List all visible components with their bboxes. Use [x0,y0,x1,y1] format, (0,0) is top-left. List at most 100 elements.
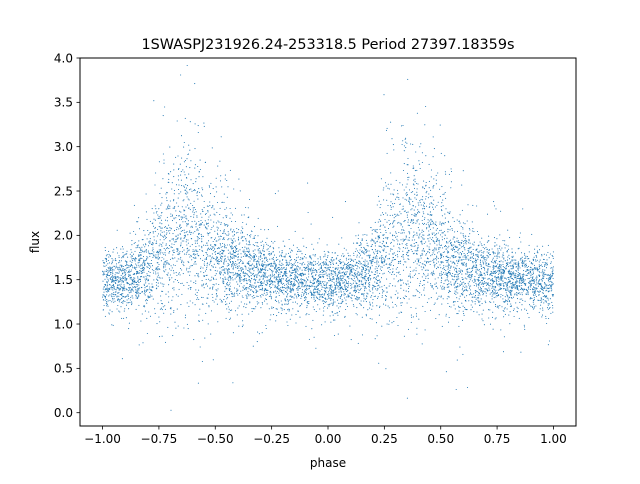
scatter-point [160,235,162,237]
scatter-point [442,256,445,258]
scatter-point [281,268,283,270]
scatter-point [538,274,540,276]
scatter-point [267,248,269,250]
scatter-point [127,267,129,269]
scatter-point [536,256,538,258]
scatter-point [123,284,125,286]
scatter-point [484,248,486,250]
scatter-point [394,220,396,222]
scatter-point [448,256,450,258]
scatter-point [412,235,415,237]
scatter-point [261,293,263,295]
scatter-point [442,222,444,224]
scatter-point [364,286,366,288]
scatter-point [252,286,254,288]
scatter-point [334,319,336,321]
scatter-point [161,202,163,204]
scatter-point [486,272,488,274]
scatter-point [352,280,354,282]
scatter-point [164,234,166,236]
scatter-point [121,257,123,259]
scatter-point [392,257,394,259]
scatter-point [508,296,510,298]
scatter-point [412,191,414,193]
scatter-point [467,248,469,250]
scatter-point [359,254,362,256]
scatter-point [472,265,474,267]
scatter-point [456,272,458,274]
scatter-point [168,268,171,270]
scatter-point [235,248,237,251]
scatter-point [535,287,537,289]
scatter-point [170,213,172,215]
scatter-point [496,284,499,286]
scatter-point [314,278,317,280]
scatter-point [118,280,120,282]
scatter-point [385,295,387,297]
scatter-point [494,291,497,293]
scatter-point [303,256,305,258]
scatter-point [463,247,465,249]
scatter-point [460,246,462,248]
scatter-point [251,284,253,286]
scatter-point [135,247,137,249]
scatter-point [342,300,344,302]
scatter-point [211,226,213,229]
scatter-point [207,247,210,249]
scatter-point [296,288,298,290]
scatter-point [106,286,108,288]
scatter-point [351,264,353,266]
scatter-point [190,233,192,236]
scatter-point [539,268,541,270]
scatter-point [268,275,270,277]
scatter-point [158,276,160,278]
scatter-point [173,249,175,251]
scatter-point [436,244,438,246]
scatter-point [207,323,209,325]
scatter-point [285,278,287,280]
scatter-point [443,272,445,274]
scatter-point [347,255,350,257]
scatter-point [385,232,387,234]
scatter-point [294,264,297,267]
scatter-point [396,254,398,256]
scatter-point [216,303,218,305]
scatter-point [161,231,163,233]
scatter-point [265,280,267,282]
scatter-point [455,293,457,295]
scatter-point [477,254,479,256]
scatter-point [134,279,136,281]
scatter-point [225,288,227,290]
scatter-point [153,212,155,214]
scatter-point [138,264,140,266]
scatter-point [414,181,416,183]
scatter-point [336,267,338,269]
scatter-point [210,182,212,184]
scatter-point [281,266,283,268]
scatter-point [273,267,276,269]
scatter-point [135,294,137,296]
scatter-point [282,278,285,280]
scatter-point [151,286,153,288]
scatter-point [395,290,397,292]
scatter-point [528,282,530,284]
scatter-point [104,299,106,301]
scatter-point [332,260,334,262]
scatter-point [431,285,434,287]
scatter-point [157,282,159,284]
scatter-point [365,287,367,289]
scatter-point [242,271,244,273]
scatter-point [161,245,163,247]
scatter-point [281,286,283,288]
scatter-point [417,219,419,221]
scatter-point [517,275,519,277]
scatter-point [201,238,203,240]
scatter-point [280,300,282,302]
scatter-point [267,269,269,271]
scatter-point [252,237,254,240]
scatter-point [137,254,140,256]
scatter-point [287,281,289,283]
scatter-point [199,346,201,348]
scatter-point [435,221,437,223]
scatter-point [538,266,540,268]
